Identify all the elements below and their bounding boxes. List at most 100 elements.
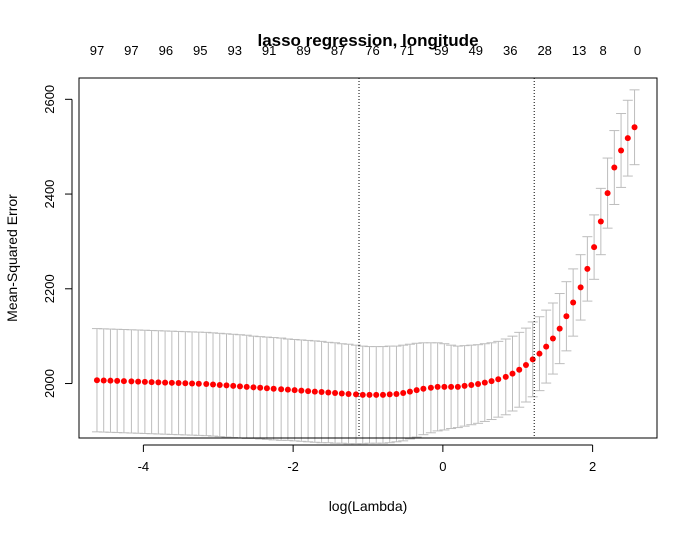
plot-frame (78, 77, 658, 439)
mse-point (128, 378, 135, 385)
top-tick-label: 8 (599, 43, 606, 58)
top-tick-label: 89 (296, 43, 310, 58)
mse-point (624, 135, 631, 142)
mse-point (584, 265, 591, 272)
mse-point (611, 164, 618, 171)
mse-point (631, 124, 638, 131)
mse-point (488, 378, 495, 385)
x-axis-label: log(Lambda) (329, 498, 408, 514)
mse-point (189, 380, 196, 387)
mse-point (162, 379, 169, 386)
mse-point (257, 384, 264, 391)
mse-point (597, 218, 604, 225)
top-tick-label: 96 (159, 43, 173, 58)
mse-point (577, 284, 584, 291)
mse-point (556, 325, 563, 332)
mse-point (454, 383, 461, 390)
mse-point (148, 379, 155, 386)
mse-point (522, 362, 529, 369)
mse-point (182, 380, 189, 387)
mse-point (298, 387, 305, 394)
mse-point (318, 389, 325, 396)
y-tick-label: 2200 (42, 274, 57, 303)
mse-point (468, 381, 475, 388)
top-tick-label: 0 (634, 43, 641, 58)
mse-point (338, 390, 345, 397)
mse-point (495, 376, 502, 383)
mse-point (413, 387, 420, 394)
y-axis: 2000 2200 2400 2600 (42, 85, 73, 398)
top-tick-label: 97 (90, 43, 104, 58)
mse-point (141, 378, 148, 385)
mse-point (420, 385, 427, 392)
x-tick-label: 2 (589, 459, 596, 474)
mse-point (529, 356, 536, 363)
mse-point (332, 390, 339, 396)
mse-point (278, 386, 285, 393)
mse-point (536, 350, 543, 357)
mse-point (175, 380, 182, 387)
top-tick-label: 71 (400, 43, 414, 58)
mse-point (604, 190, 611, 197)
top-tick-label: 36 (503, 43, 517, 58)
mse-point (284, 386, 291, 393)
top-tick-label: 13 (572, 43, 586, 58)
mse-point (366, 391, 373, 398)
y-tick-label: 2600 (42, 85, 57, 114)
mse-point (475, 381, 482, 387)
mse-point (481, 379, 488, 386)
mse-point (311, 388, 318, 395)
mse-point (563, 313, 570, 320)
mse-point (114, 377, 121, 384)
top-tick-label: 87 (331, 43, 345, 58)
mse-point (549, 335, 556, 342)
mse-point (107, 377, 114, 384)
mse-point (195, 380, 202, 387)
mse-point (386, 391, 393, 398)
x-tick-label: 0 (439, 459, 446, 474)
mse-point (168, 379, 175, 386)
mse-point (591, 244, 598, 251)
mse-point (250, 384, 257, 391)
top-tick-label: 49 (469, 43, 483, 58)
x-tick-label: -2 (287, 459, 299, 474)
top-tick-label: 59 (434, 43, 448, 58)
chart-title: lasso regression, longitude (257, 31, 478, 50)
top-axis: 97 97 96 95 93 91 89 87 76 71 59 49 36 28 13 8 0 (90, 43, 641, 58)
mse-point (461, 382, 468, 389)
mse-point (93, 377, 100, 384)
y-axis-label: Mean-Squared Error (4, 194, 20, 322)
mse-point (223, 382, 230, 389)
mse-point (434, 383, 441, 390)
mse-point (243, 383, 250, 390)
top-tick-label: 97 (124, 43, 138, 58)
mse-point (120, 378, 127, 385)
mse-point (427, 384, 434, 391)
mse-point (291, 387, 298, 394)
mse-point (353, 391, 360, 398)
mse-point (516, 366, 523, 373)
mse-point (345, 390, 352, 397)
mse-point (210, 381, 217, 388)
mse-point (155, 379, 162, 386)
mse-point (359, 391, 366, 398)
mse-point (543, 343, 550, 350)
mse-point (263, 385, 270, 392)
mse-point (441, 383, 448, 390)
mse-point (216, 381, 223, 388)
mse-point (618, 147, 625, 154)
top-tick-label: 93 (227, 43, 241, 58)
mse-point (135, 378, 142, 385)
mse-points (93, 124, 638, 398)
mse-point (379, 391, 386, 398)
y-tick-label: 2400 (42, 180, 57, 209)
x-tick-label: -4 (138, 459, 150, 474)
mse-point (270, 385, 277, 392)
x-axis: -4 -2 0 2 (138, 444, 596, 474)
top-tick-label: 76 (365, 43, 379, 58)
mse-point (400, 390, 407, 396)
mse-point (448, 383, 455, 390)
mse-point (393, 390, 400, 397)
mse-point (570, 299, 577, 306)
